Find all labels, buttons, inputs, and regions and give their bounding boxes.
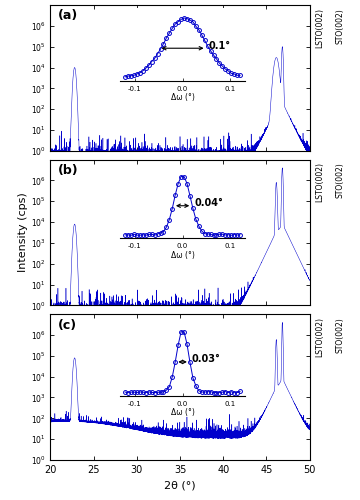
- X-axis label: 2θ (°): 2θ (°): [164, 480, 196, 490]
- Text: (a): (a): [58, 10, 78, 22]
- Text: (b): (b): [58, 164, 79, 177]
- Text: STO(002): STO(002): [336, 162, 345, 198]
- Y-axis label: Intensity (cps): Intensity (cps): [18, 192, 28, 272]
- Text: STO(002): STO(002): [336, 317, 345, 353]
- Text: LSTO(002): LSTO(002): [315, 8, 324, 48]
- Text: STO(002): STO(002): [336, 8, 345, 44]
- Text: LSTO(002): LSTO(002): [315, 317, 324, 357]
- Text: (c): (c): [58, 318, 77, 332]
- Text: LSTO(002): LSTO(002): [315, 162, 324, 202]
